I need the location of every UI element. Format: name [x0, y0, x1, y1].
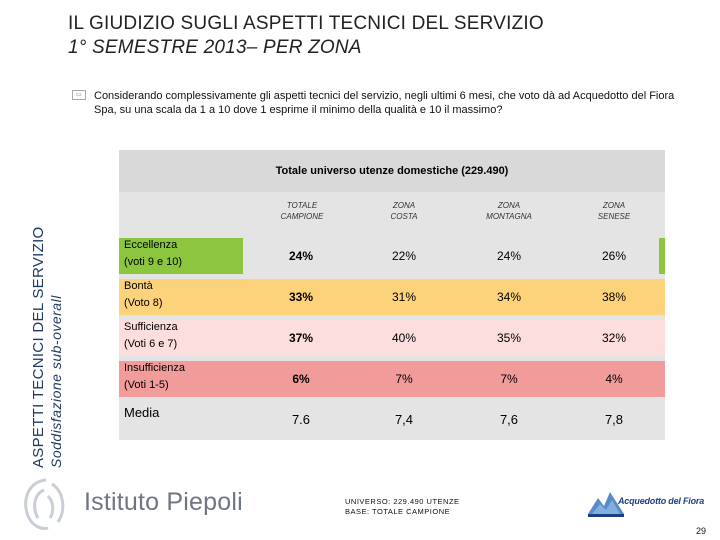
table-row: Bontà (Voto 8) 33% 31% 34% 38%	[119, 279, 665, 315]
table-cell: 7%	[395, 372, 413, 386]
table-body	[119, 192, 665, 440]
piepoli-logo-text: Istituto Piepoli	[84, 488, 243, 516]
table-cell: 32%	[601, 331, 627, 345]
table-cell: 24%	[496, 249, 522, 263]
title-line-1: IL GIUDIZIO SUGLI ASPETTI TECNICI DEL SE…	[68, 13, 544, 34]
table-cell: 35%	[496, 331, 522, 345]
table-cell: 31%	[391, 290, 417, 304]
side-title-line-2: Soddisfazione sub-overall	[48, 295, 64, 468]
table-cell: 33%	[288, 290, 314, 304]
table-cell: 34%	[496, 290, 522, 304]
table-cell: 38%	[601, 290, 627, 304]
table-cell: 4%	[605, 372, 623, 386]
table-cell: 7.6	[291, 412, 311, 427]
footnote: UNIVERSO: 229.490 UTENZE BASE: TOTALE CA…	[345, 497, 460, 516]
piepoli-logo: Istituto Piepoli	[18, 476, 278, 532]
row-label: Media	[124, 405, 160, 420]
table-cell: 7%	[500, 372, 518, 386]
column-header: ZONA MONTAGNA	[486, 201, 532, 221]
page-number: 29	[696, 526, 707, 536]
table-row: Sufficienza (Voti 6 e 7) 37% 40% 35% 32%	[119, 320, 665, 356]
row-label: Insufficienza (Voti 1-5)	[119, 361, 243, 397]
table-cell: 7,6	[499, 412, 519, 427]
table-cell: 22%	[391, 249, 417, 263]
table-cell: 26%	[601, 249, 627, 263]
row-label: Eccellenza (voti 9 e 10)	[119, 238, 243, 274]
piepoli-logo-icon	[24, 478, 65, 530]
row-color-strip	[659, 238, 665, 274]
table-row: Insufficienza (Voti 1-5) 6% 7% 7% 4%	[119, 361, 665, 397]
table-cell: 40%	[391, 331, 417, 345]
page-title: IL GIUDIZIO SUGLI ASPETTI TECNICI DEL SE…	[68, 12, 544, 60]
question-text: Considerando complessivamente gli aspett…	[94, 90, 675, 116]
question-icon: ▭	[72, 90, 86, 100]
table-cell: 7,8	[604, 412, 624, 427]
side-title-line-1: ASPETTI TECNICI DEL SERVIZIO	[30, 226, 47, 468]
table-cell: 7,4	[394, 412, 414, 427]
table-row: Media 7.6 7,4 7,6 7,8	[119, 405, 665, 441]
acquedotto-logo: Acquedotto del Fiora	[588, 484, 714, 524]
column-header: ZONA COSTA	[390, 201, 418, 221]
table-cell: 6%	[292, 372, 310, 386]
row-label: Bontà (Voto 8)	[119, 279, 243, 315]
table-header: Totale universo utenze domestiche (229.4…	[119, 150, 665, 192]
table-cell: 37%	[288, 331, 314, 345]
side-title: ASPETTI TECNICI DEL SERVIZIO Soddisfazio…	[0, 150, 64, 468]
column-header: TOTALE CAMPIONE	[280, 201, 324, 221]
row-label: Sufficienza (Voti 6 e 7)	[119, 320, 243, 356]
table-cell: 24%	[288, 249, 314, 263]
table-row: Eccellenza (voti 9 e 10) 24% 22% 24% 26%	[119, 238, 665, 274]
title-line-2: 1° SEMESTRE 2013– PER ZONA	[68, 37, 362, 58]
acquedotto-logo-text: Acquedotto del Fiora	[618, 496, 705, 506]
mountain-icon	[588, 492, 624, 517]
column-header: ZONA SENESE	[597, 201, 631, 221]
